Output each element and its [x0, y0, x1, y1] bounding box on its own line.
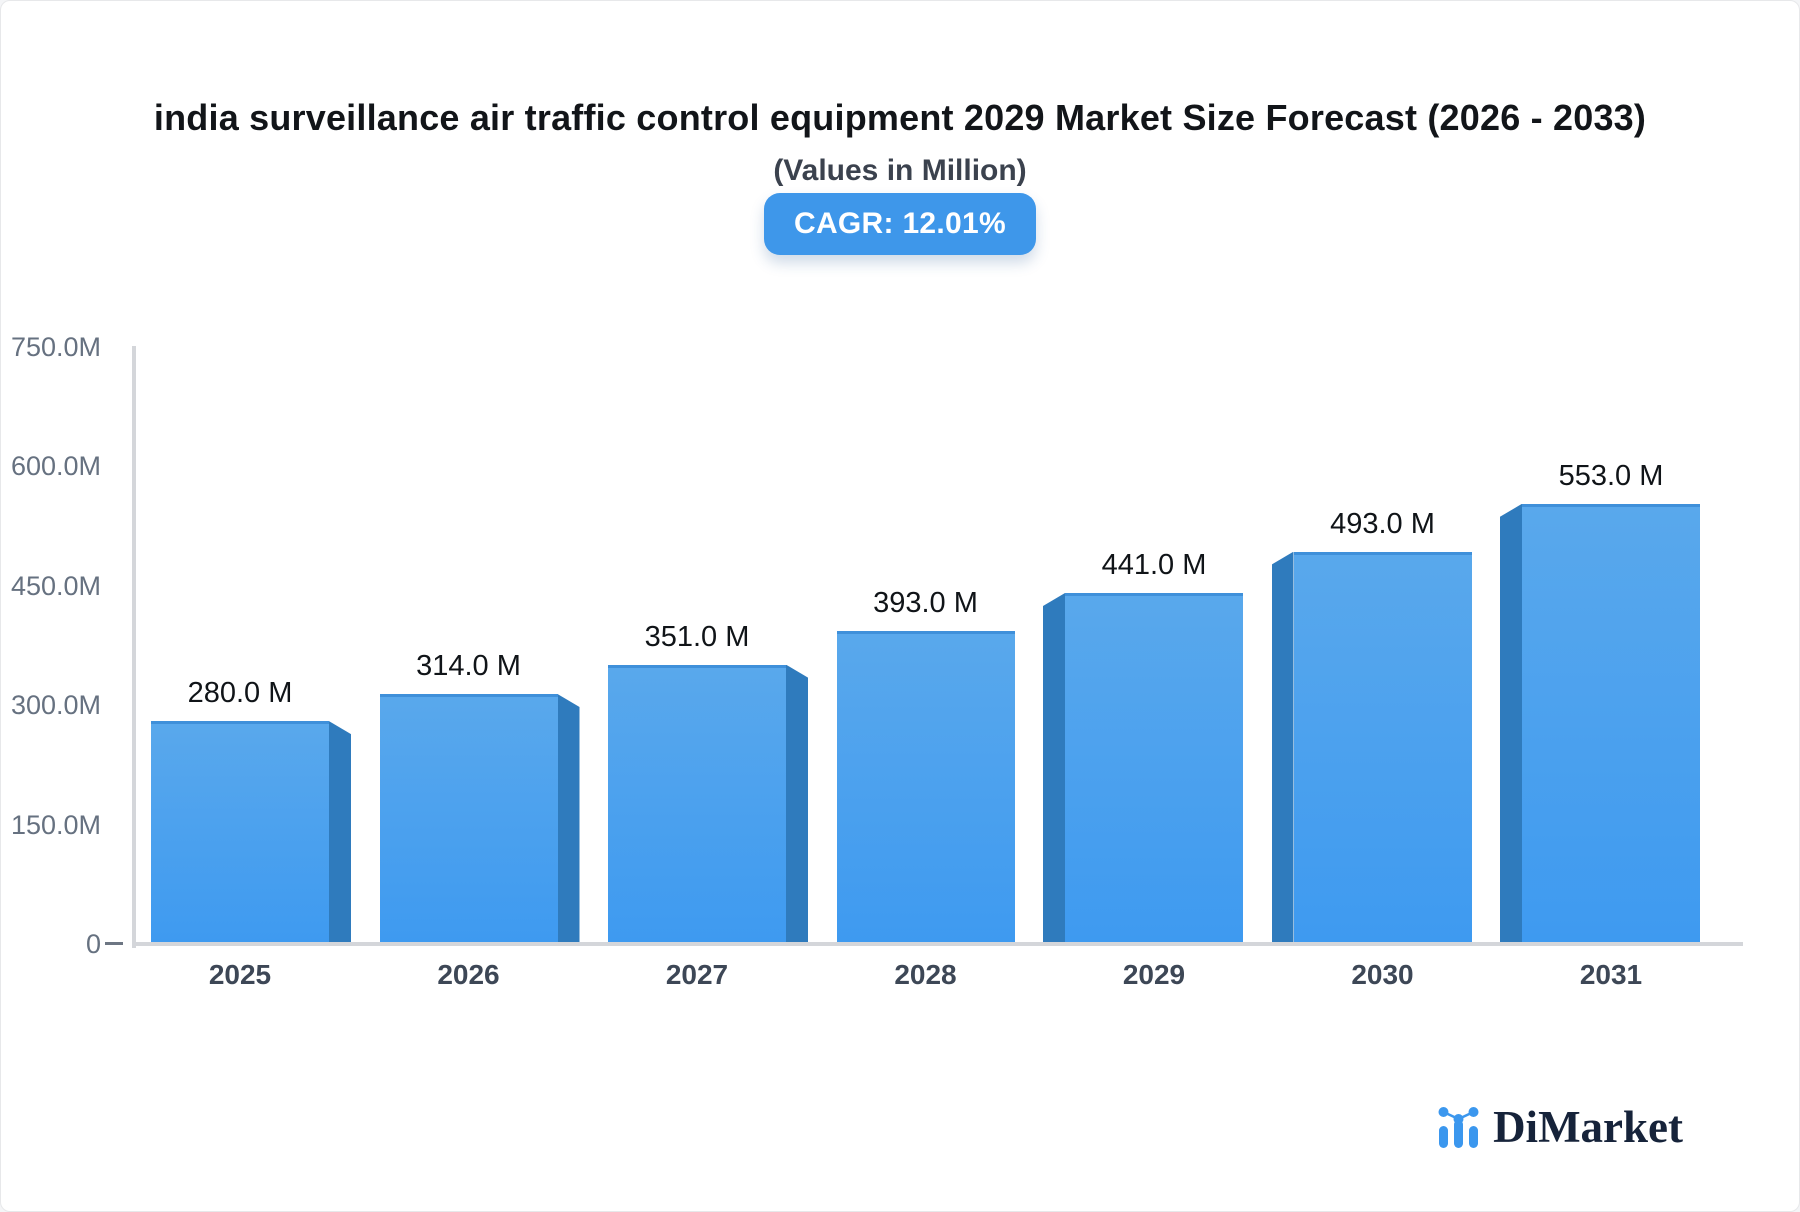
bar-front — [1293, 551, 1472, 944]
cagr-badge-row: CAGR: 12.01% — [1, 193, 1799, 255]
y-axis-label: 0 — [85, 929, 101, 959]
x-axis-label: 2025 — [208, 959, 272, 990]
x-axis-label: 2026 — [437, 959, 500, 990]
bar-front — [836, 631, 1015, 944]
y-axis-label: 450.0M — [10, 570, 101, 601]
bar-value-label: 393.0 M — [873, 587, 978, 620]
dimarket-logo[interactable]: DiMarket — [1437, 1101, 1683, 1153]
bar-front — [151, 721, 329, 944]
y-axis-label: 150.0M — [10, 809, 101, 840]
x-axis-label: 2027 — [665, 959, 729, 990]
y-axis-line — [132, 346, 136, 948]
zero-tick — [105, 942, 123, 945]
chart-subtitle: (Values in Million) — [773, 154, 1027, 187]
bar-side — [329, 721, 351, 944]
bar-side — [786, 664, 808, 944]
bar-value-label: 441.0 M — [1101, 548, 1207, 581]
cagr-badge: CAGR: 12.01% — [763, 193, 1036, 255]
bar-value-label: 280.0 M — [187, 677, 293, 710]
x-axis-label: 2030 — [1351, 959, 1414, 990]
bar-side — [1043, 592, 1065, 944]
dimarket-brand-name: DiMarket — [1493, 1102, 1683, 1152]
bar-front — [379, 694, 558, 944]
bar-front — [1522, 503, 1700, 944]
bar-value-label: 351.0 M — [644, 620, 750, 653]
bar-value-label: 493.0 M — [1330, 507, 1435, 540]
x-axis-label: 2028 — [894, 959, 957, 990]
bar-side — [1500, 503, 1522, 944]
y-axis-label: 300.0M — [10, 690, 101, 721]
x-axis-label: 2029 — [1122, 959, 1186, 990]
bar-front — [1065, 592, 1243, 944]
x-axis-label: 2031 — [1579, 959, 1643, 990]
bar-front — [608, 664, 786, 944]
bar-side — [557, 694, 580, 944]
x-axis-line — [132, 942, 1743, 946]
bar-value-label: 314.0 M — [416, 650, 521, 683]
dimarket-logo-icon — [1438, 1107, 1479, 1148]
bar-value-label: 553.0 M — [1558, 459, 1664, 492]
bar-side — [1271, 551, 1294, 944]
chart-title: india surveillance air traffic control e… — [153, 97, 1647, 138]
y-axis-label: 750.0M — [10, 332, 101, 362]
y-axis-label: 600.0M — [10, 451, 101, 482]
